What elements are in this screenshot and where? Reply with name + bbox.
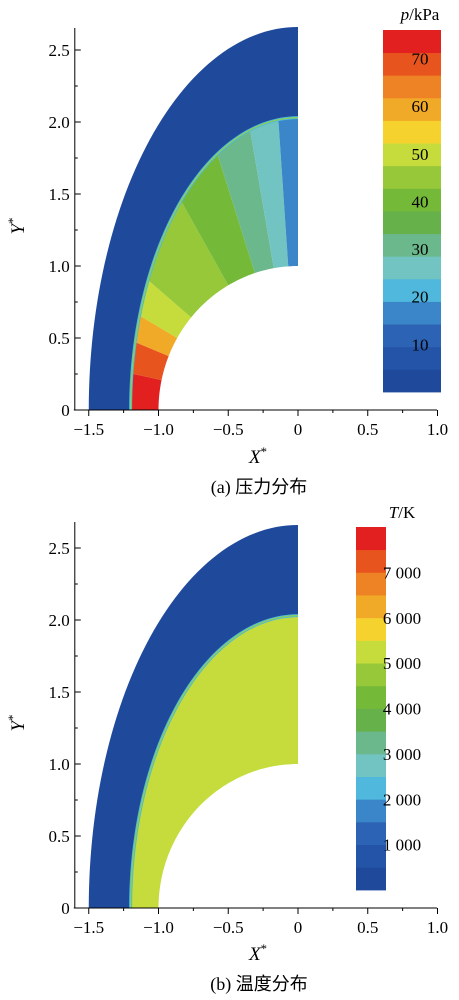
colorbar-swatch [383, 188, 441, 212]
y-tick-label: 0.5 [49, 827, 70, 846]
y-tick-label: 2.0 [49, 611, 70, 630]
colorbar-swatch [383, 256, 441, 280]
colorbar-swatch [356, 731, 386, 755]
colorbar-swatch [356, 867, 386, 891]
colorbar-swatch [356, 844, 386, 868]
colorbar-label: 2 000 [383, 790, 421, 809]
y-axis-label-a: Y* [5, 217, 29, 234]
colorbar-label: 5 000 [383, 654, 421, 673]
colorbar-swatch [356, 799, 386, 823]
y-tick-label: 2.0 [49, 113, 70, 132]
caption-b: (b) 温度分布 [210, 974, 308, 995]
colorbar-swatch [356, 685, 386, 709]
colorbar-swatch [356, 572, 386, 596]
y-tick-labels-b: 0 0.5 1.0 1.5 2.0 2.5 [49, 539, 70, 918]
colorbar-swatch [383, 52, 441, 76]
colorbar-swatch [383, 30, 441, 54]
x-axis-label-a: X* [248, 444, 267, 468]
x-tick-label: −1.5 [73, 420, 104, 439]
colorbar-swatch [383, 120, 441, 144]
colorbar-swatch [356, 527, 386, 551]
colorbar-label: 6 000 [383, 609, 421, 628]
colorbar-swatch [383, 165, 441, 189]
x-tick-label: −1.5 [73, 918, 104, 937]
colorbar-label: 60 [412, 97, 429, 116]
contour-bands [130, 615, 298, 908]
colorbar-swatch [383, 75, 441, 99]
colorbar-label: 30 [412, 240, 429, 259]
colorbar-label: 4 000 [383, 700, 421, 719]
colorbar-swatch [383, 211, 441, 235]
colorbar-label: 1 000 [383, 836, 421, 855]
colorbar-swatch [356, 821, 386, 846]
x-tick-label: −1.0 [143, 420, 174, 439]
colorbar-swatch [356, 708, 386, 732]
y-tick-label: 0 [61, 899, 70, 918]
colorbar-swatch [383, 97, 441, 121]
colorbar-label: 3 000 [383, 745, 421, 764]
colorbar-label: 50 [412, 145, 429, 164]
colorbar-swatch [356, 595, 386, 619]
y-tick-label: 0.5 [49, 329, 70, 348]
colorbar-title-a: p/kPa [400, 5, 440, 24]
x-tick-label: 0 [294, 918, 303, 937]
colorbar-swatch [383, 346, 441, 370]
colorbar-label: 10 [412, 335, 429, 354]
x-tick-label: −0.5 [213, 918, 244, 937]
contour-plot-a [88, 26, 299, 411]
colorbar-swatch [356, 776, 386, 800]
colorbar-label: 40 [412, 192, 429, 211]
panel-a: −1.5 −1.0 −0.5 0 0.5 1.0 00.51.01.52.02.5 Y* … [5, 5, 448, 498]
contour-band-1 [130, 615, 298, 908]
y-tick-label: 1.0 [49, 755, 70, 774]
panel-b: −1.5 −1.0 −0.5 0 0.5 1.0 00.51.01.52.02.5 Y* … [5, 503, 448, 995]
colorbar-swatch [356, 663, 386, 687]
colorbar-swatch [356, 640, 386, 664]
axes-a [73, 28, 438, 416]
freestream-region [88, 26, 298, 411]
colorbar-title-b: T/K [389, 503, 416, 522]
colorbar-swatch [356, 549, 386, 573]
y-tick-label: 1.0 [49, 257, 70, 276]
colorbar-label: 70 [412, 50, 429, 69]
colorbar-swatch [383, 233, 441, 257]
colorbar-a: 10 20 30 40 50 60 70 [383, 30, 441, 393]
x-tick-labels-a: −1.5 −1.0 −0.5 0 0.5 1.0 [73, 420, 448, 439]
x-tick-label: −0.5 [213, 420, 244, 439]
y-tick-label: 0 [61, 401, 70, 420]
shock-line [130, 615, 299, 909]
colorbar-swatch [383, 324, 441, 348]
x-tick-label: −1.0 [143, 918, 174, 937]
y-tick-label: 2.5 [49, 41, 70, 60]
colorbar-swatch [383, 143, 441, 167]
colorbar-swatch [356, 753, 386, 777]
colorbar-swatch [383, 278, 441, 302]
y-tick-label: 1.5 [49, 683, 70, 702]
axes-b [73, 522, 438, 914]
x-tick-labels-b: −1.5 −1.0 −0.5 0 0.5 1.0 [73, 918, 448, 937]
colorbar-label: 20 [412, 288, 429, 307]
freestream-region [88, 524, 298, 908]
colorbar-b: 1 000 2 000 3 000 4 000 5 000 6 000 7 000 [356, 527, 421, 891]
x-tick-label: 0.5 [357, 420, 378, 439]
colorbar-swatch [356, 617, 386, 641]
x-tick-label: 0.5 [357, 918, 378, 937]
y-tick-label: 1.5 [49, 185, 70, 204]
x-tick-label: 0 [294, 420, 303, 439]
caption-a: (a) 压力分布 [211, 477, 307, 498]
y-axis-label-b: Y* [5, 714, 29, 731]
colorbar-label: 7 000 [383, 563, 421, 582]
colorbar-swatch [383, 301, 441, 325]
y-tick-label: 2.5 [49, 539, 70, 558]
x-tick-label: 1.0 [427, 420, 448, 439]
y-tick-labels-a: 0 0.5 1.0 1.5 2.0 2.5 [49, 41, 70, 420]
colorbar-swatch [383, 369, 441, 393]
x-axis-label-b: X* [248, 941, 267, 965]
x-tick-label: 1.0 [427, 918, 448, 937]
contour-plot-b [88, 524, 299, 909]
shock-line [130, 117, 299, 411]
